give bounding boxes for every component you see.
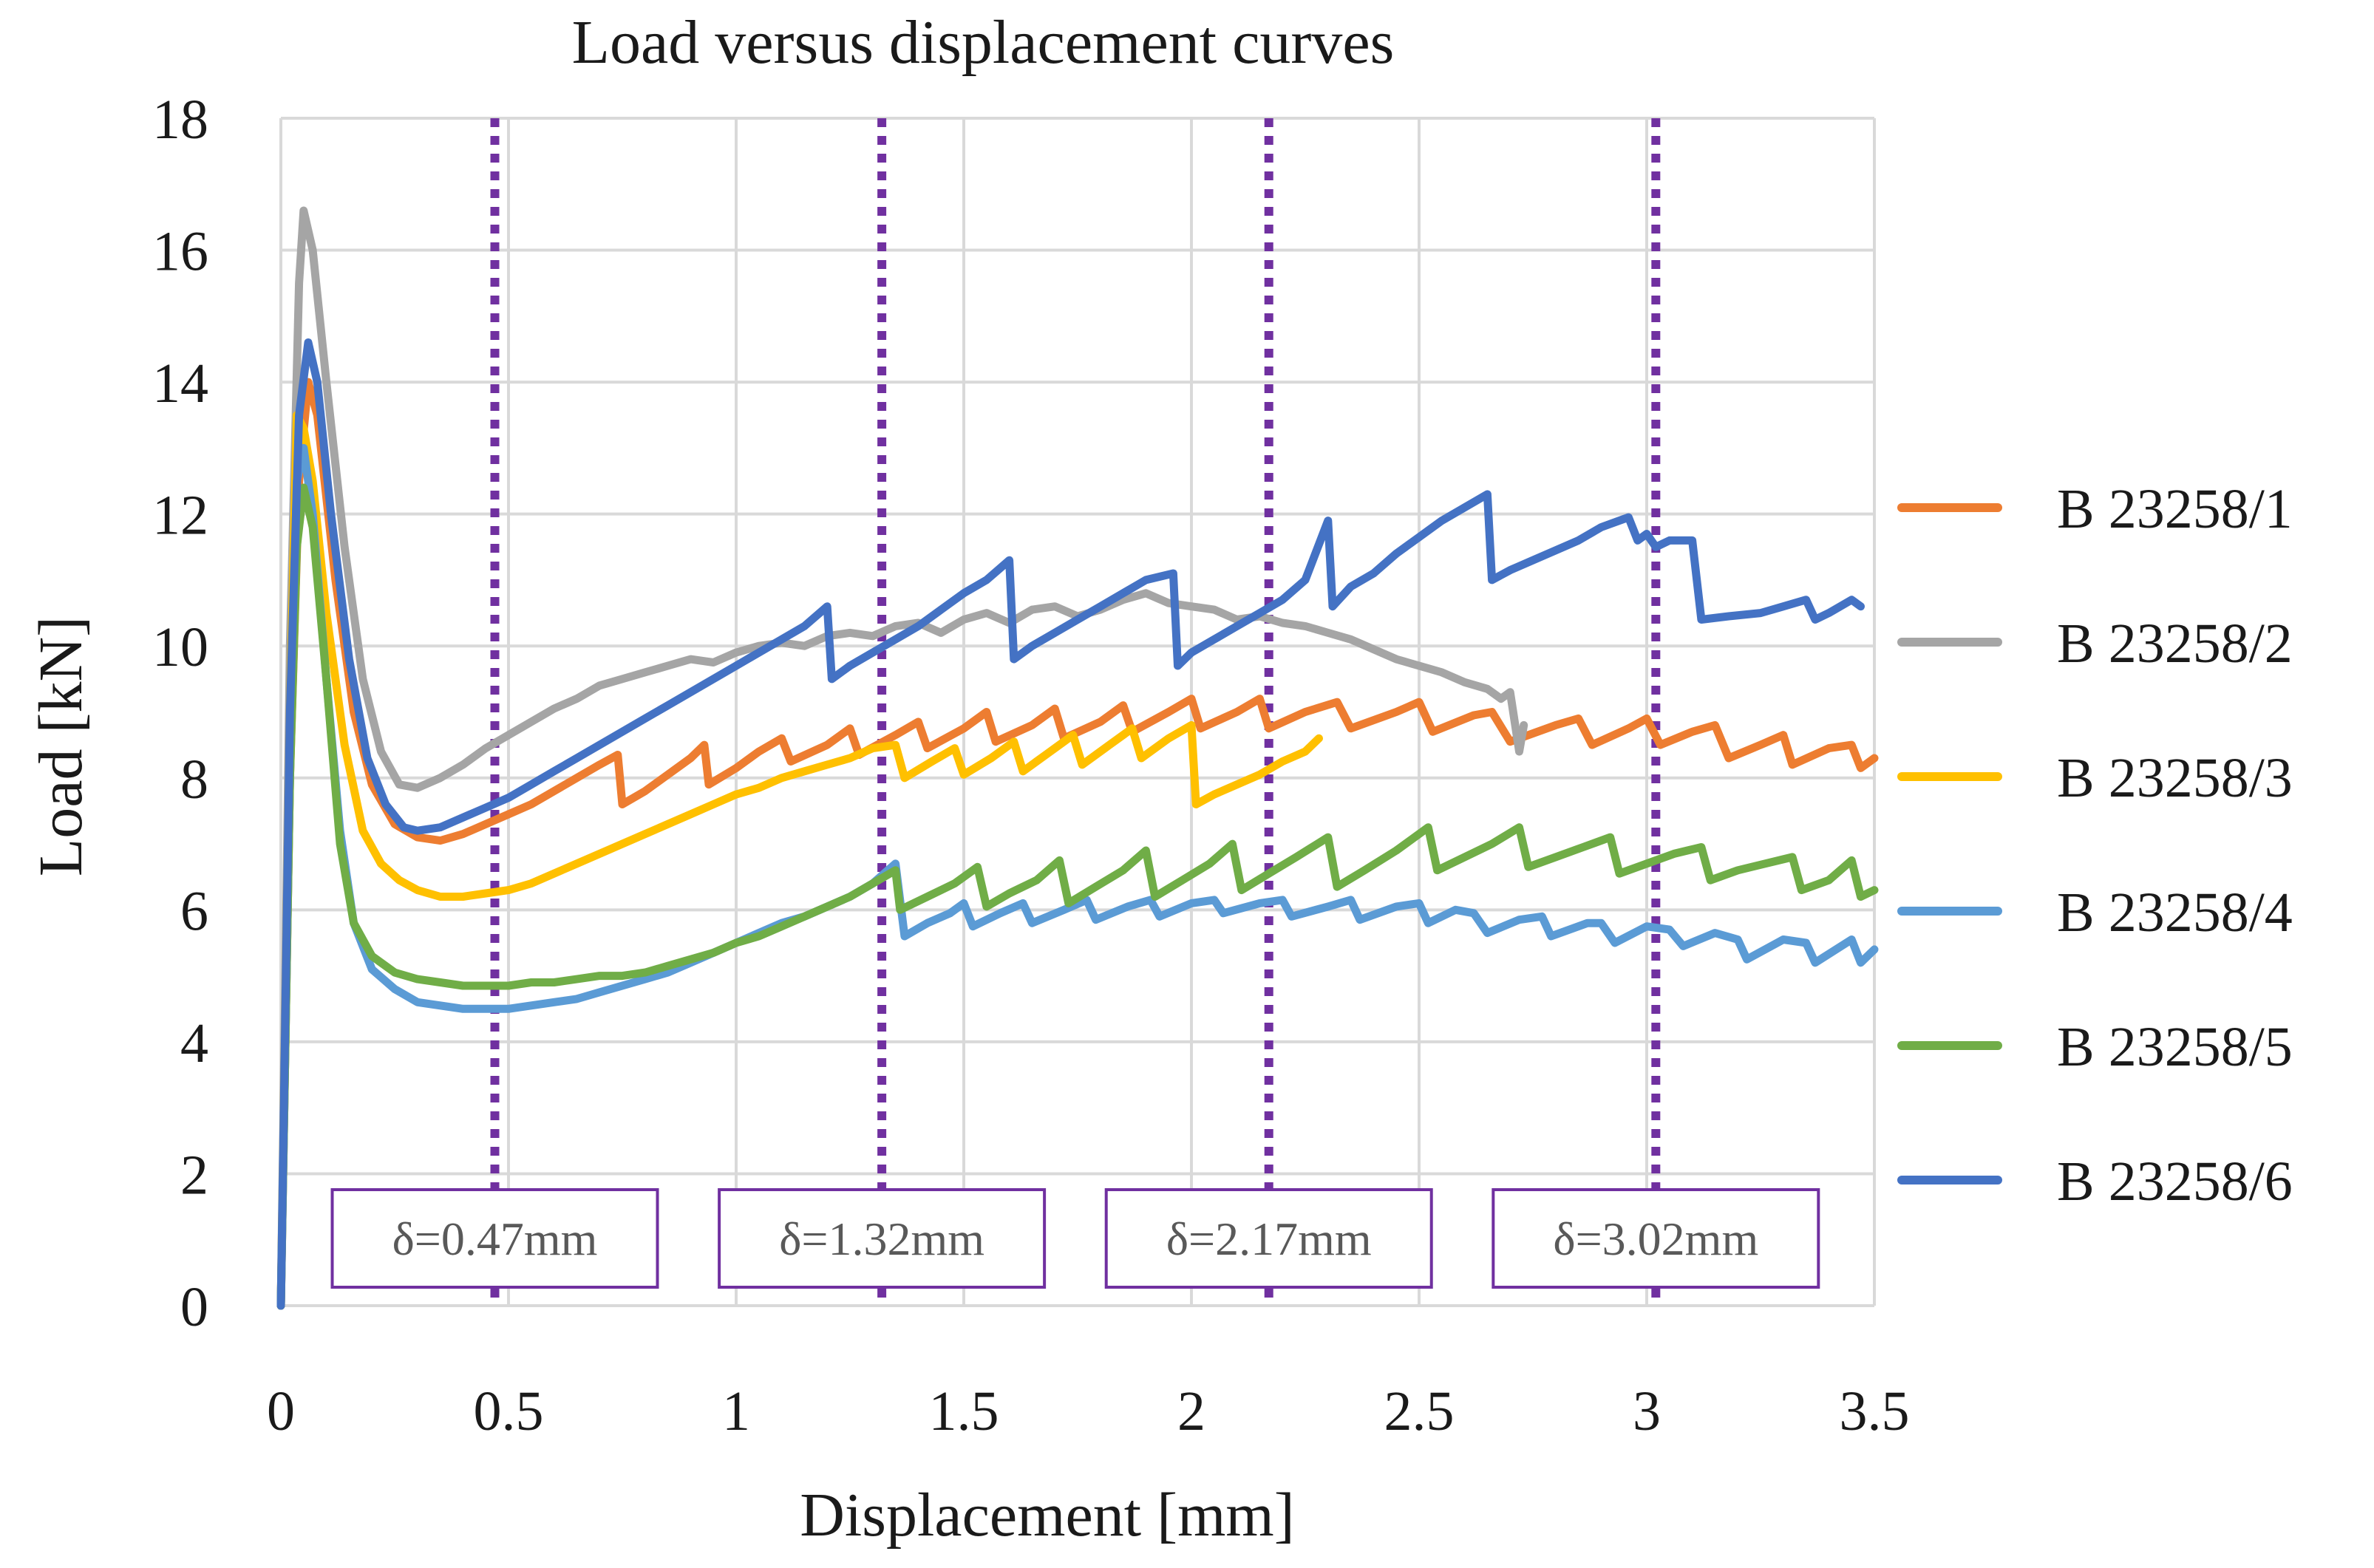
reference-label-box-3 [1492,1188,1820,1289]
reference-annotations-layer: δ=0.47mm δ=1.32mm δ=2.17mm δ=3.02mm [330,1188,1820,1289]
x-tick-label-5: 2.5 [1384,1380,1455,1442]
legend-label-4: B 23258/4 [2057,882,2293,944]
y-tick-label-6: 12 [152,485,208,547]
x-tick-label-7: 3.5 [1840,1380,1910,1442]
y-tick-label-3: 6 [180,880,208,942]
series-line-1 [276,378,1879,1310]
legend: B 23258/1 B 23258/2 B 23258/3 B 23258/4 B 23… [1897,478,2293,1213]
series-line-4 [276,443,1879,1310]
legend-label-1: B 23258/1 [2057,478,2293,540]
legend-label-5: B 23258/5 [2057,1016,2293,1078]
x-tick-label-6: 3 [1633,1380,1661,1442]
reference-label-0: δ=0.47mm [392,1213,598,1265]
series-line-5 [276,483,1879,1310]
reference-label-1: δ=1.32mm [779,1213,984,1265]
y-tick-label-2: 4 [180,1012,208,1074]
reference-label-box-1 [718,1188,1047,1289]
reference-label-2: δ=2.17mm [1166,1213,1372,1265]
series-line-2 [276,206,1528,1310]
x-tick-label-0: 0 [267,1380,295,1442]
y-tick-label-9: 18 [152,89,208,151]
x-tick-label-2: 1 [722,1380,750,1442]
reference-label-box-0 [330,1188,659,1289]
legend-label-6: B 23258/6 [2057,1151,2293,1213]
y-tick-label-5: 10 [152,616,208,678]
series-line-3 [276,411,1323,1310]
x-tick-label-3: 1.5 [929,1380,999,1442]
series-layer [276,206,1879,1310]
x-tick-labels: 0 0.5 1 1.5 2 2.5 3 3.5 [267,1380,1910,1442]
x-tick-label-4: 2 [1177,1380,1205,1442]
y-tick-label-0: 0 [180,1276,208,1338]
y-tick-labels: 0 2 4 6 8 10 12 14 16 18 [152,89,208,1338]
reference-lines-layer [490,118,1661,1306]
y-tick-label-1: 2 [180,1144,208,1206]
reference-label-3: δ=3.02mm [1553,1213,1758,1265]
x-axis-title: Displacement [mm] [800,1481,1294,1550]
legend-label-2: B 23258/2 [2057,613,2293,675]
series-line-6 [276,338,1865,1310]
chart-title: Load versus displacement curves [572,8,1395,77]
x-tick-label-1: 0.5 [474,1380,544,1442]
reference-label-box-2 [1104,1188,1433,1289]
legend-label-3: B 23258/3 [2057,747,2293,809]
y-tick-label-7: 14 [152,352,208,415]
y-axis-title: Load [kN] [27,616,95,876]
y-tick-label-4: 8 [180,749,208,811]
y-tick-label-8: 16 [152,221,208,283]
